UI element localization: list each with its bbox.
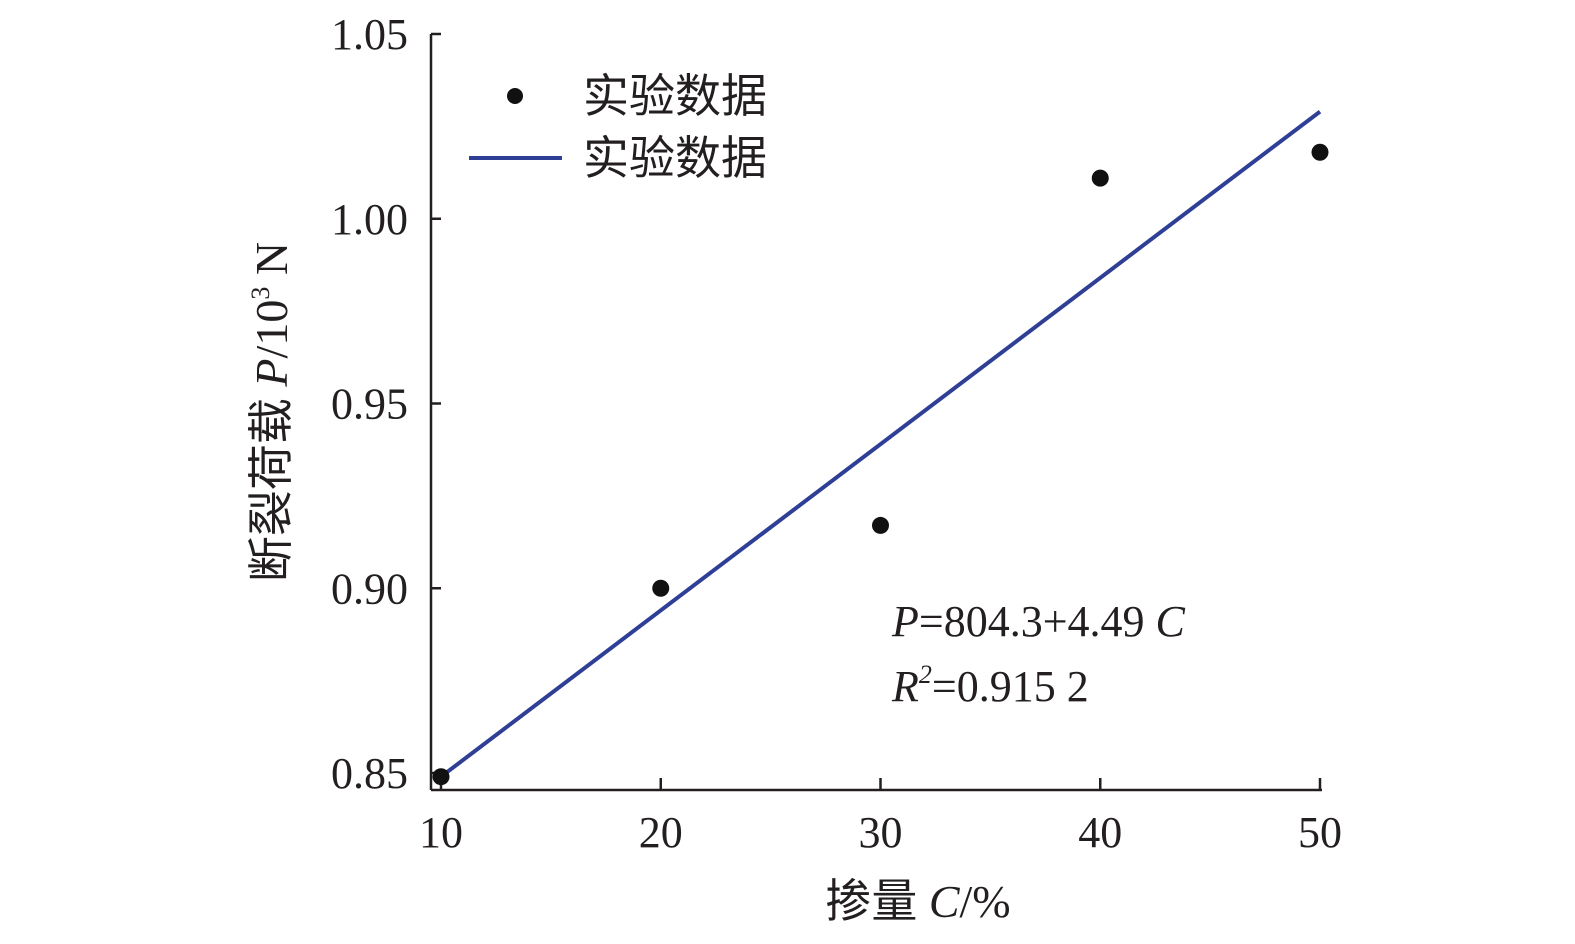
x-tick-label: 50 [1298,808,1342,857]
data-point [432,768,450,786]
fit-equation: P=804.3+4.49 C [891,597,1186,646]
y-tick-label: 1.00 [331,195,408,244]
tick-labels: 0.85 0.90 0.95 1.00 1.05 10 20 30 40 50 [331,10,1342,857]
data-point [1091,169,1109,187]
x-tick-label: 20 [639,808,683,857]
y-axis-title-var: P [246,358,297,387]
x-axis-title-suffix: /% [960,876,1011,927]
data-point [872,516,889,534]
data-point [652,579,670,597]
y-tick-label: 0.95 [331,380,408,429]
y-tick-label: 0.90 [331,564,408,613]
legend-label-line: 实验数据 [583,133,767,184]
y-axis-title: 断裂荷载 P/103 N [246,242,297,582]
fit-lines [439,110,1322,779]
fit-equation-var: C [1156,597,1186,646]
r-squared: R2=0.915 2 [891,660,1089,711]
y-axis-title-prefix: 断裂荷载 [246,387,297,583]
x-axis-title: 掺量 C/% [825,876,1010,927]
x-axis-title-prefix: 掺量 [825,876,929,927]
fit-equation-lhs: P [891,597,919,646]
r-squared-rhs: =0.915 2 [932,662,1089,711]
x-tick-label: 30 [859,808,903,857]
x-tick-label: 10 [419,808,463,857]
legend-marker-scatter [507,88,523,104]
r-squared-sup: 2 [919,660,932,689]
legend: 实验数据 实验数据 [469,71,767,184]
y-tick-label: 0.85 [331,749,408,798]
data-point [1311,143,1329,161]
data-points [432,143,1329,786]
x-axis-title-var: C [929,876,961,927]
fit-line [439,110,1322,779]
y-tick-label: 1.05 [331,10,408,59]
r-squared-lhs: R [891,662,919,711]
y-axis-title-suffix: N [246,242,297,287]
axes [429,34,1322,792]
ticks [431,32,1322,790]
x-tick-label: 40 [1078,808,1122,857]
legend-label-scatter: 实验数据 [583,71,767,122]
y-axis-title-sup: 3 [246,287,275,300]
fit-equation-rhs: =804.3+4.49 [919,597,1156,646]
y-axis-title-mid: /10 [246,300,297,359]
